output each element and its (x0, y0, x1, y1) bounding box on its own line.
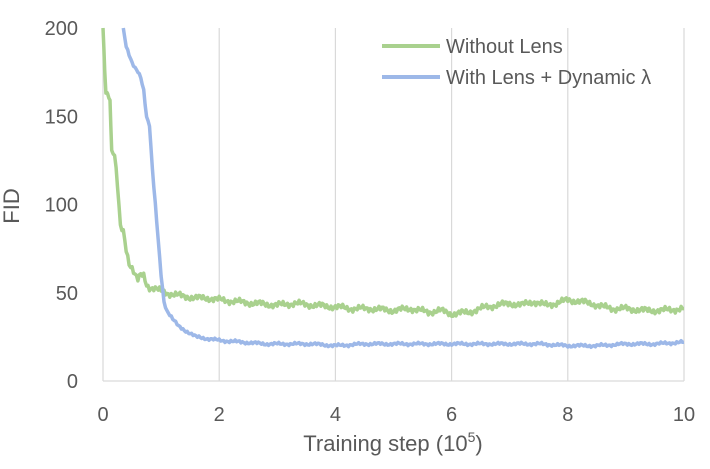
x-axis-title-main: Training step (10 (303, 431, 467, 456)
x-tick-label: 0 (97, 404, 108, 426)
y-tick-label: 150 (45, 106, 78, 128)
x-tick-label: 6 (446, 404, 457, 426)
x-tick-label: 10 (673, 404, 695, 426)
legend: Without Lens With Lens + Dynamic λ (382, 36, 651, 89)
gridlines (102, 28, 685, 382)
x-tick-label: 8 (562, 404, 573, 426)
x-axis-title-exponent: 5 (468, 429, 476, 445)
series-lines (101, 27, 685, 350)
y-tick-labels: 0 50 100 150 200 (45, 18, 78, 393)
y-axis-title: FID (0, 188, 24, 223)
y-tick-label: 50 (56, 283, 78, 305)
x-tick-label: 4 (330, 404, 341, 426)
y-tick-label: 100 (45, 195, 78, 217)
y-tick-label: 200 (45, 18, 78, 40)
series-line-0 (101, 27, 685, 319)
series-line-1 (121, 27, 685, 350)
legend-label-without-lens: Without Lens (446, 36, 563, 58)
x-axis-title: Training step (105) (303, 429, 482, 456)
x-axis-title-suffix: ) (475, 431, 482, 456)
y-tick-label: 0 (67, 371, 78, 393)
legend-label-with-lens: With Lens + Dynamic λ (446, 67, 651, 89)
x-tick-labels: 0 2 4 6 8 10 (97, 404, 695, 426)
x-tick-label: 2 (214, 404, 225, 426)
